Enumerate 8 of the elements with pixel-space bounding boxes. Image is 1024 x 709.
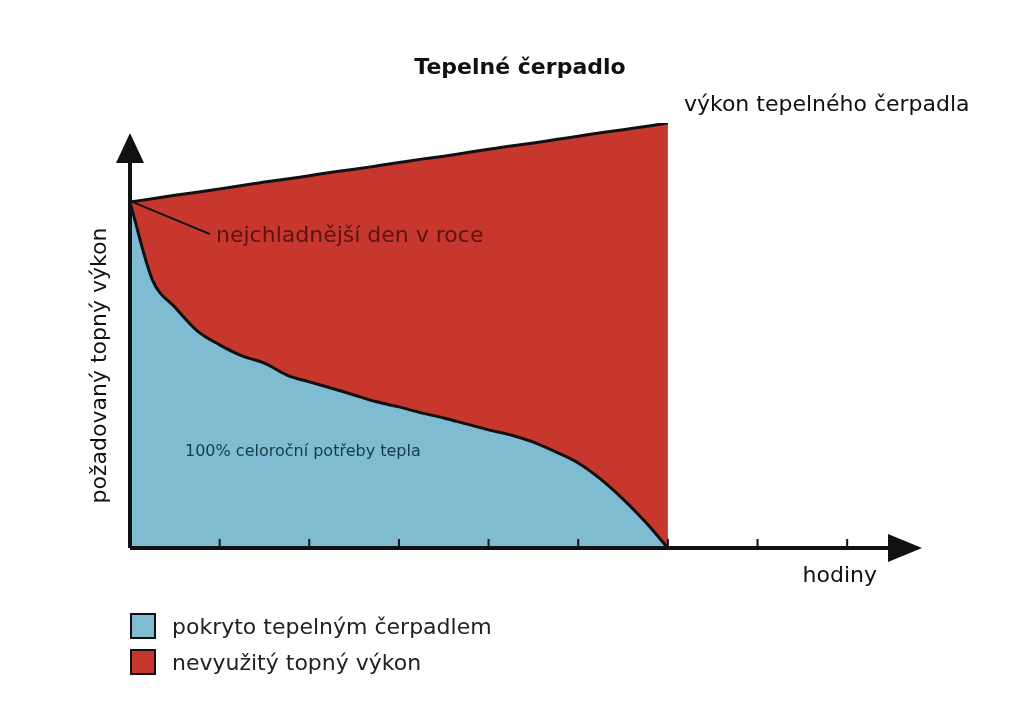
- y-axis-title: požadovaný topný výkon: [85, 227, 111, 504]
- x-axis-title: hodiny: [802, 561, 877, 587]
- legend-label: nevyužitý topný výkon: [172, 649, 422, 675]
- annotation: nejchladnější den v roce: [216, 221, 484, 247]
- legend-label: pokryto tepelným čerpadlem: [172, 613, 492, 639]
- chart-title: Tepelné čerpadlo: [414, 53, 626, 79]
- annotation: 100% celoroční potřeby tepla: [185, 441, 421, 461]
- text: výkon tepelného čerpadla: [683, 90, 970, 116]
